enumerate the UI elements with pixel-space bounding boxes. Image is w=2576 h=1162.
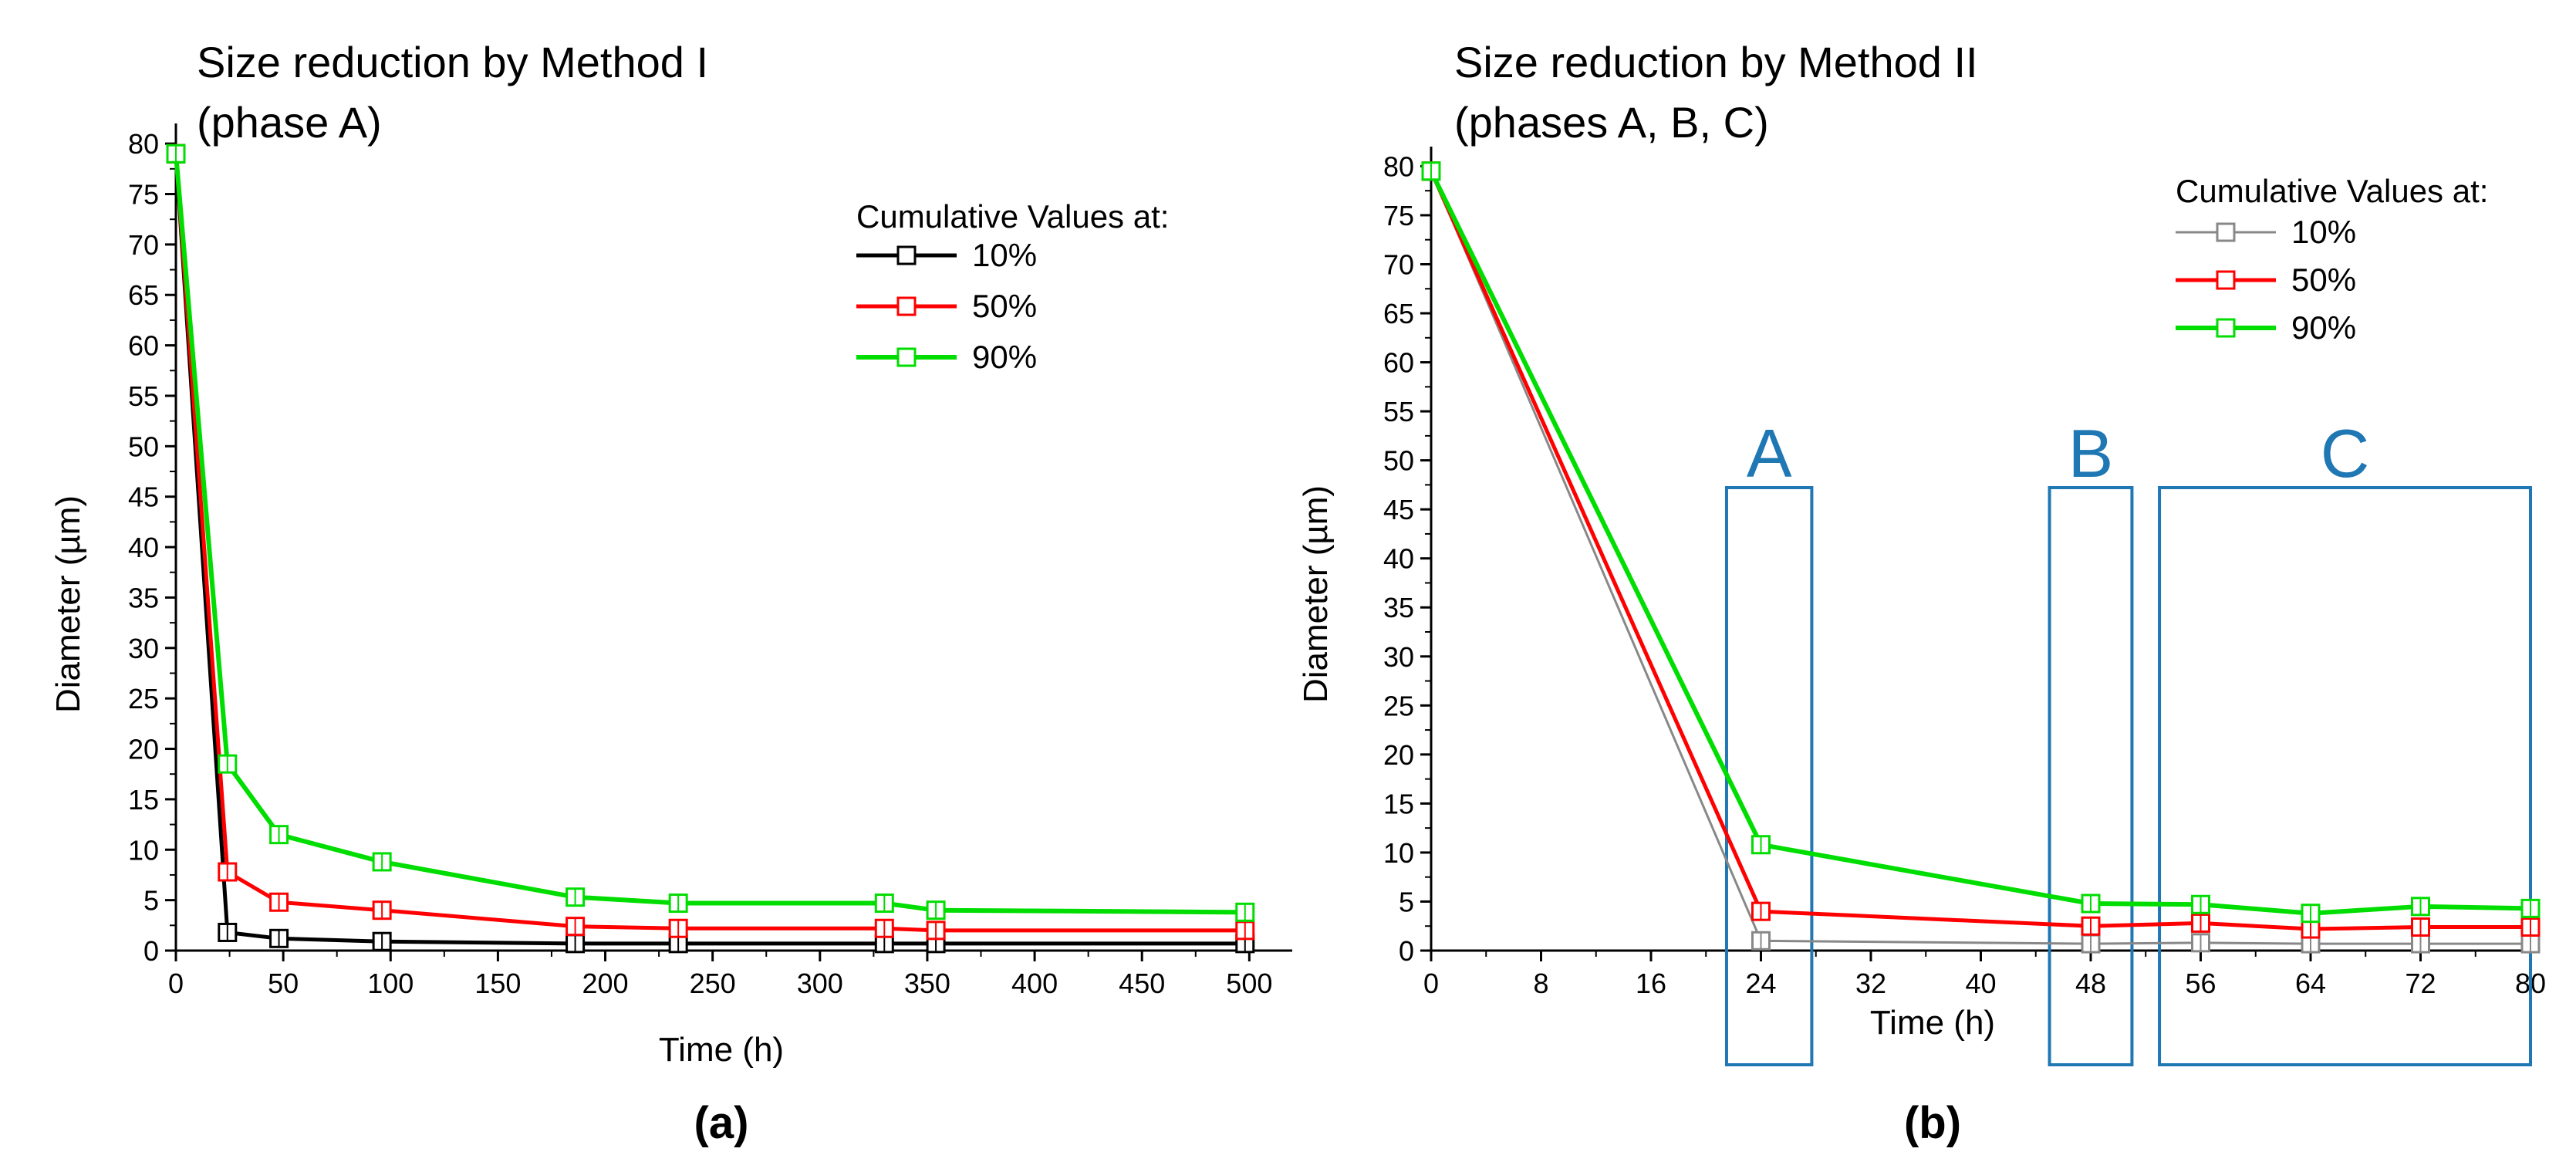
chart-a-x-tick-label: 150 — [474, 968, 521, 999]
legend-marker-90pct — [2216, 318, 2236, 338]
chart-a-series — [166, 144, 1255, 954]
phase-label-b: B — [2068, 415, 2114, 491]
chart-b-y-tick-label: 45 — [1383, 494, 1414, 525]
phase-label-c: C — [2321, 415, 2370, 491]
chart-b-series-line-10pct — [1430, 171, 2530, 945]
chart-b-y-tick-label: 75 — [1383, 200, 1414, 231]
chart-b-y-tick-label: 80 — [1383, 150, 1414, 182]
chart-b-y-tick-label: 65 — [1383, 298, 1414, 329]
chart-a-x-tick-label: 500 — [1226, 968, 1272, 999]
legend-label-10pct: 10% — [2291, 214, 2356, 250]
chart-a-y-tick-label: 10 — [128, 834, 159, 866]
chart-a-x-tick-label: 50 — [268, 968, 299, 999]
chart-b-y-tick-label: 40 — [1383, 543, 1414, 575]
chart-b-x-tick-label: 72 — [2405, 968, 2436, 999]
chart-a-x-tick-label: 400 — [1011, 968, 1058, 999]
chart-a-y-tick-label: 25 — [128, 683, 159, 714]
chart-b-series-line-50pct — [1429, 170, 2530, 931]
chart-b-x-tick-label: 56 — [2185, 968, 2216, 999]
chart-a-x-tick-label: 100 — [367, 968, 414, 999]
chart-b-y-tick-label: 35 — [1383, 592, 1414, 623]
chart-a-x-tick-label: 300 — [797, 968, 843, 999]
chart-b-y-tick-label: 60 — [1383, 347, 1414, 379]
chart-a-series-line-50pct — [174, 154, 1245, 933]
phase-box-c — [2158, 486, 2532, 1066]
chart-b-x-tick-label: 8 — [1533, 968, 1548, 999]
chart-a-y-tick-label: 50 — [128, 431, 159, 462]
legend-marker-90pct — [896, 347, 917, 367]
chart-panel-b: Size reduction by Method II (phases A, B… — [1297, 38, 2546, 1148]
chart-b-x-tick-label: 0 — [1423, 968, 1439, 999]
chart-b-x-tick-label: 24 — [1745, 968, 1776, 999]
phase-box-b — [2048, 486, 2134, 1066]
chart-b-y-tick-label: 15 — [1383, 788, 1414, 819]
chart-a-y-tick-label: 80 — [128, 128, 159, 160]
chart-a-y-tick-label: 55 — [128, 380, 159, 412]
chart-b-y-tick-label: 0 — [1399, 935, 1414, 967]
chart-a-legend-title: Cumulative Values at: — [856, 198, 1169, 235]
chart-a-y-tick-label: 30 — [128, 633, 159, 664]
chart-b-x-axis-label: Time (h) — [1870, 1004, 1995, 1042]
chart-b-y-axis-label: Diameter (µm) — [1297, 485, 1335, 703]
chart-a-x-tick-label: 200 — [582, 968, 628, 999]
chart-b-y-tick-label: 50 — [1383, 445, 1414, 477]
chart-b-legend: Cumulative Values at: 10% 50% 90% — [2176, 173, 2488, 346]
chart-a-y-tick-label: 15 — [128, 784, 159, 816]
chart-b-x-tick-label: 64 — [2295, 968, 2326, 999]
chart-a-y-tick-label: 35 — [128, 582, 159, 613]
chart-a-x-tick-label: 250 — [690, 968, 736, 999]
chart-a-y-tick-label: 5 — [143, 885, 159, 917]
chart-b-series — [1421, 161, 2541, 954]
chart-b-y-tick-label: 70 — [1383, 248, 1414, 280]
panel-label-a: (a) — [694, 1098, 749, 1148]
chart-b-legend-title: Cumulative Values at: — [2176, 173, 2488, 209]
chart-panel-a: Size reduction by Method I (phase A) 0 5 1… — [49, 38, 1292, 1148]
chart-b-y-tick-label: 5 — [1399, 886, 1414, 917]
chart-a-title-line2: (phase A) — [197, 98, 382, 147]
legend-label-10pct: 10% — [972, 237, 1037, 273]
chart-a-x-axis-label: Time (h) — [659, 1031, 784, 1069]
chart-b-y-tick-label: 20 — [1383, 739, 1414, 771]
chart-b-phase-boxes: A B C — [1724, 415, 2532, 1066]
legend-label-50pct: 50% — [972, 288, 1037, 324]
legend-marker-50pct — [2216, 270, 2236, 290]
chart-a-y-tick-label: 75 — [128, 179, 159, 211]
legend-marker-50pct — [896, 296, 917, 316]
panel-label-b: (b) — [1904, 1098, 1961, 1148]
chart-a-y-tick-label: 70 — [128, 229, 159, 261]
legend-marker-10pct — [896, 245, 917, 265]
chart-b-y-tick-label: 55 — [1383, 396, 1414, 427]
chart-b-x-tick-label: 16 — [1636, 968, 1666, 999]
legend-label-90pct: 90% — [972, 339, 1037, 375]
chart-b-axes: 0 5 10 15 20 25 30 35 40 45 50 55 60 65 70 75 80 0 8 16 24 32… — [1383, 147, 2546, 999]
chart-a-y-axis-label: Diameter (µm) — [49, 495, 87, 713]
chart-a-title-line1: Size reduction by Method I — [197, 38, 708, 86]
chart-a-y-tick-label: 65 — [128, 279, 159, 311]
legend-label-90pct: 90% — [2291, 309, 2356, 346]
chart-a-series-line-90pct — [174, 153, 1245, 915]
chart-b-x-tick-label: 40 — [1965, 968, 1996, 999]
chart-b-title-line2: (phases A, B, C) — [1454, 98, 1769, 147]
chart-b-y-tick-label: 30 — [1383, 641, 1414, 673]
chart-b-x-tick-label: 32 — [1855, 968, 1886, 999]
chart-a-y-tick-label: 40 — [128, 532, 159, 563]
chart-a-series-line-10pct — [174, 154, 1245, 946]
chart-a-axes: 0 5 10 15 20 25 30 35 40 45 50 55 60 65 70 75 80 0 50 100 15… — [128, 123, 1292, 999]
chart-b-x-tick-label: 48 — [2075, 968, 2106, 999]
chart-a-x-tick-label: 350 — [904, 968, 950, 999]
legend-marker-10pct — [2216, 222, 2236, 242]
legend-label-50pct: 50% — [2291, 262, 2356, 298]
phase-label-a: A — [1747, 415, 1792, 491]
chart-a-x-tick-label: 450 — [1119, 968, 1165, 999]
chart-a-y-tick-label: 0 — [143, 935, 159, 967]
chart-b-y-tick-label: 10 — [1383, 837, 1414, 869]
chart-b-y-tick-label: 25 — [1383, 690, 1414, 721]
chart-b-title-line1: Size reduction by Method II — [1454, 38, 1978, 86]
chart-a-legend: Cumulative Values at: 10% 50% 90% — [856, 198, 1169, 375]
chart-a-y-tick-label: 20 — [128, 734, 159, 765]
chart-a-x-tick-label: 0 — [168, 968, 184, 999]
chart-a-y-tick-label: 45 — [128, 481, 159, 513]
chart-a-y-tick-label: 60 — [128, 330, 159, 362]
